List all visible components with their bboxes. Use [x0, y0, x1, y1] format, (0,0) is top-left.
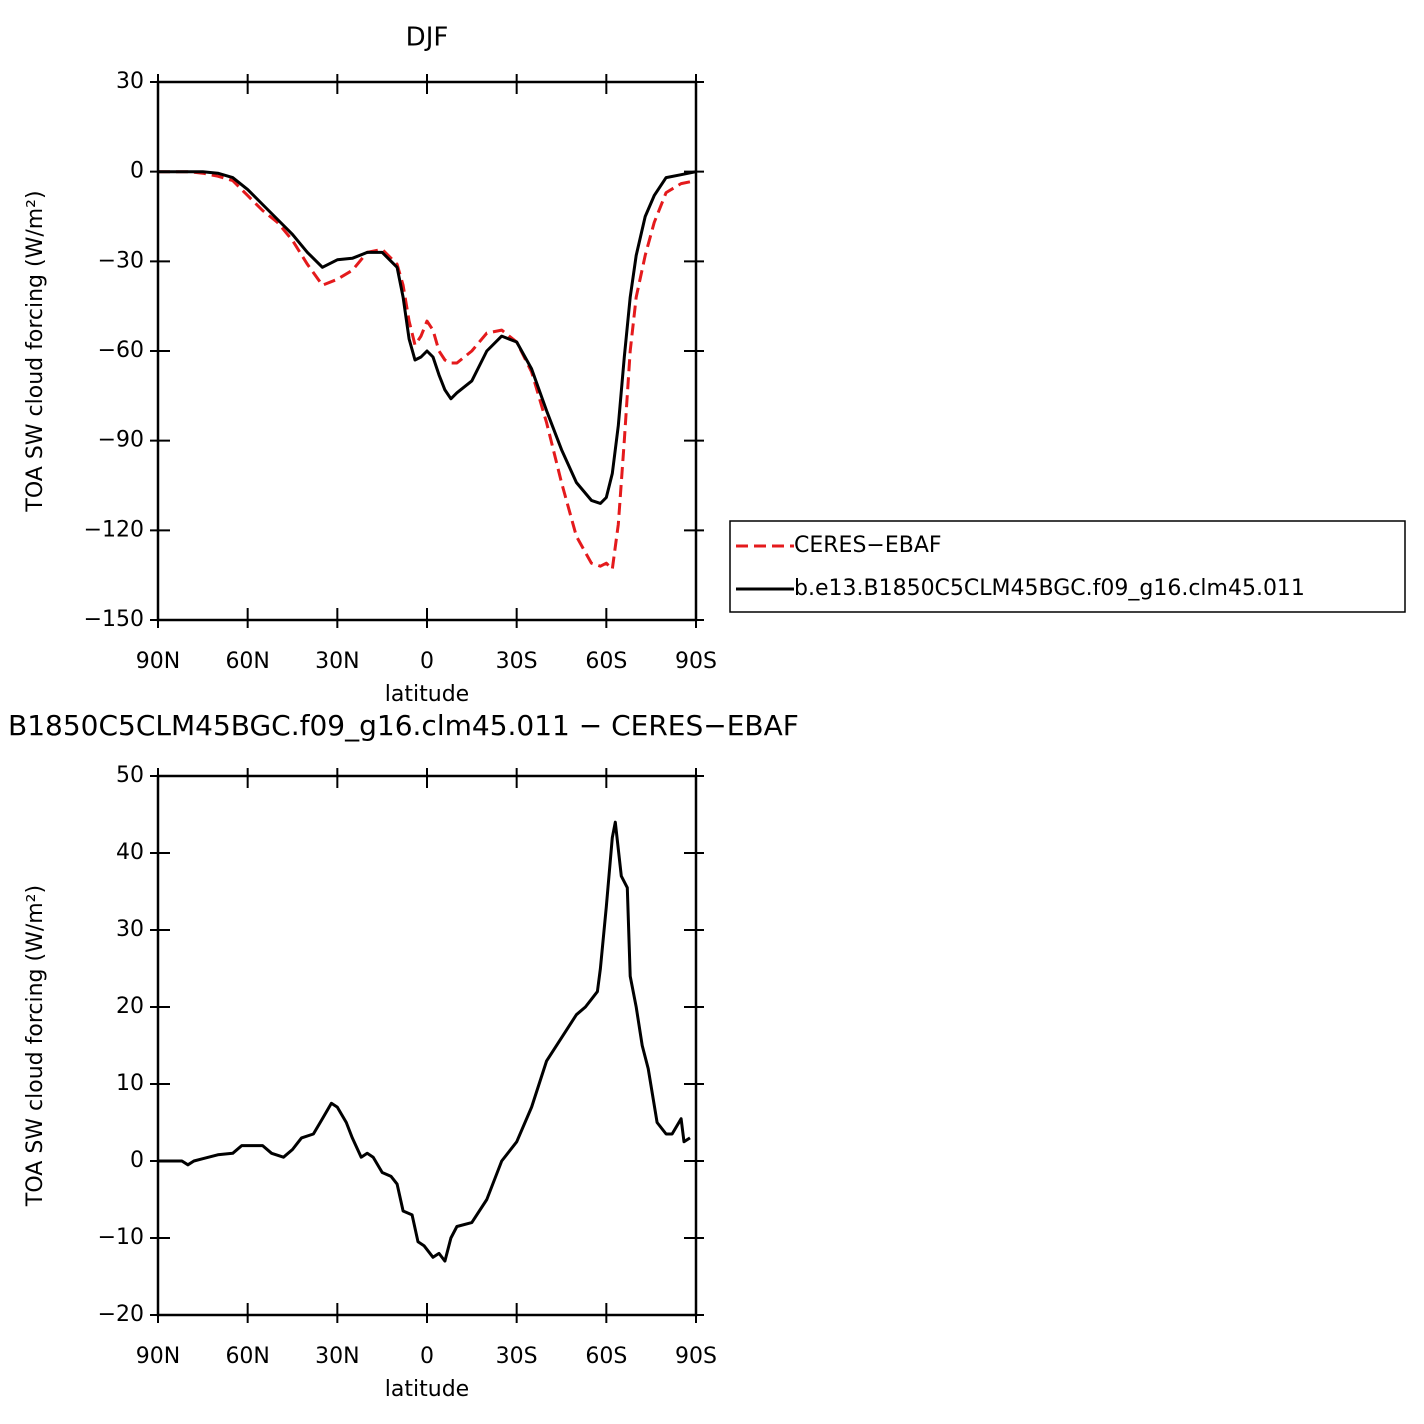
data-line [158, 170, 697, 505]
x-tick-label: 90S [675, 649, 717, 674]
x-tick-label: 30N [315, 649, 359, 674]
x-tick-label: 90S [675, 1344, 717, 1369]
y-axis-label: TOA SW cloud forcing (W/m²) [23, 885, 48, 1207]
y-tick-label: 0 [130, 159, 144, 184]
x-tick-label: 60S [585, 1344, 627, 1369]
plot-frame [156, 774, 698, 1317]
y-tick-label: 0 [130, 1148, 144, 1173]
legend-label: CERES−EBAF [794, 533, 942, 558]
y-tick-label: 10 [116, 1071, 144, 1096]
y-tick-label: −10 [98, 1225, 144, 1250]
y-tick-label: −120 [84, 517, 144, 542]
chart-title: B1850C5CLM45BGC.f09_g16.clm45.011 − CERE… [8, 709, 799, 742]
x-tick-label: 30S [496, 1344, 538, 1369]
x-tick-label: 60N [225, 649, 269, 674]
legend-label: b.e13.B1850C5CLM45BGC.f09_g16.clm45.011 [794, 576, 1305, 601]
y-tick-label: −30 [98, 248, 144, 273]
y-tick-label: −60 [98, 338, 144, 363]
x-tick-label: 60S [585, 649, 627, 674]
y-tick-label: 40 [116, 840, 144, 865]
x-tick-label: 60N [225, 1344, 269, 1369]
y-tick-label: 50 [116, 763, 144, 788]
y-tick-label: −150 [84, 607, 144, 632]
y-tick-label: −90 [98, 428, 144, 453]
x-tick-label: 30S [496, 649, 538, 674]
data-line [158, 170, 697, 571]
x-axis-label: latitude [385, 1377, 469, 1402]
x-tick-label: 90N [136, 1344, 180, 1369]
x-tick-label: 0 [420, 649, 434, 674]
y-axis-label: TOA SW cloud forcing (W/m²) [23, 190, 48, 512]
plot-frame [156, 80, 698, 622]
y-tick-label: −20 [98, 1302, 144, 1327]
chart-title: DJF [406, 23, 449, 53]
x-axis-label: latitude [385, 682, 469, 707]
y-tick-label: 30 [116, 69, 144, 94]
legend-box [729, 520, 1406, 613]
x-tick-label: 30N [315, 1344, 359, 1369]
x-tick-label: 0 [420, 1344, 434, 1369]
x-tick-label: 90N [136, 649, 180, 674]
data-line [158, 820, 691, 1263]
y-tick-label: 20 [116, 994, 144, 1019]
y-tick-label: 30 [116, 917, 144, 942]
